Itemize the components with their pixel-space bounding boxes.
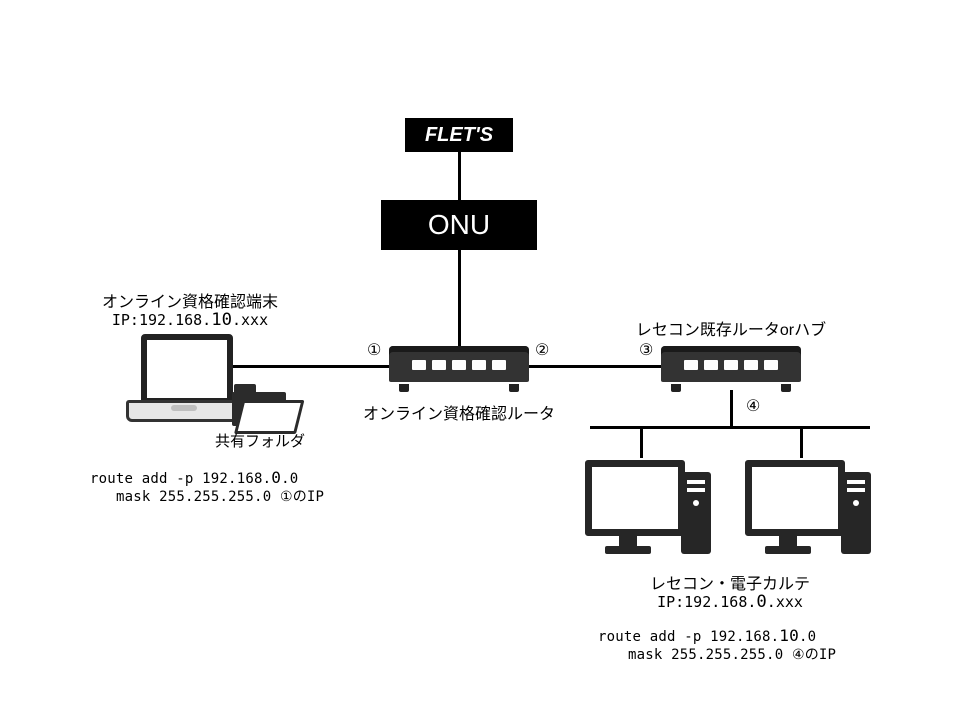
onu-label: ONU	[428, 211, 490, 239]
terminal-route-2: mask 255.255.255.0 ①のIP	[116, 486, 324, 506]
terminal-ip: IP:192.168.10.xxx	[70, 310, 310, 330]
clients-route-1: route add -p 192.168.10.0	[598, 626, 816, 645]
onu-box: ONU	[381, 200, 537, 250]
router-center	[389, 346, 529, 392]
network-diagram: FLET'S ONU オンライン資格確認ルータ ① ② レセコン既存ルータorハ…	[0, 0, 960, 720]
clients-title: レセコン・電子カルテ	[600, 570, 860, 594]
shared-folder-label: 共有フォルダ	[200, 430, 320, 451]
terminal-laptop-icon	[126, 334, 236, 424]
marker-1: ①	[367, 340, 381, 360]
clients-ip: IP:192.168.0.xxx	[600, 592, 860, 612]
flets-box: FLET'S	[405, 118, 513, 152]
clients-route-2: mask 255.255.255.0 ④のIP	[628, 644, 836, 664]
terminal-title: オンライン資格確認端末	[70, 288, 310, 312]
router-center-label: オンライン資格確認ルータ	[339, 400, 579, 424]
router-right	[661, 346, 801, 392]
link-flets-onu	[458, 152, 461, 200]
router-right-label: レセコン既存ルータorハブ	[595, 316, 867, 340]
client-pc-2	[745, 452, 875, 562]
marker-4: ④	[746, 396, 760, 416]
client-pc-1	[585, 452, 715, 562]
link-onu-router	[458, 250, 461, 346]
link-router-router	[529, 365, 661, 368]
flets-label: FLET'S	[425, 124, 493, 147]
marker-3: ③	[639, 340, 653, 360]
link-bus	[590, 426, 870, 429]
shared-folder-icon	[232, 384, 286, 426]
link-router-down	[730, 390, 733, 428]
terminal-route-1: route add -p 192.168.0.0	[90, 468, 298, 487]
marker-2: ②	[535, 340, 549, 360]
link-terminal-router	[225, 365, 389, 368]
